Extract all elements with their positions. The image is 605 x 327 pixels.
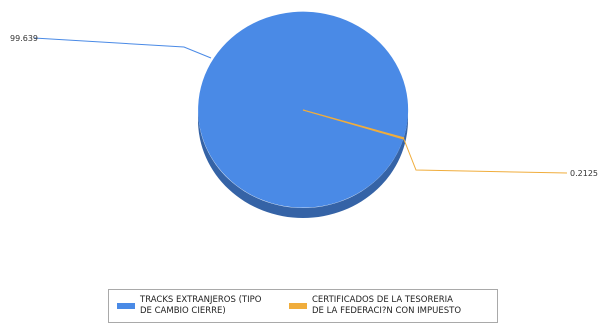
legend-label-tracks: TRACKS EXTRANJEROS (TIPO DE CAMBIO CIERR…	[140, 295, 261, 317]
leader-line-0	[34, 38, 211, 58]
pie-group	[198, 12, 408, 218]
data-label-0: 99.639	[10, 34, 38, 43]
legend-item-tracks[interactable]: TRACKS EXTRANJEROS (TIPO DE CAMBIO CIERR…	[117, 295, 289, 317]
legend: TRACKS EXTRANJEROS (TIPO DE CAMBIO CIERR…	[108, 289, 498, 323]
leader-line-1	[404, 138, 568, 173]
data-label-1: 0.2125	[570, 169, 598, 178]
pie-chart: 99.639 0.2125	[0, 0, 605, 280]
legend-swatch-cetes	[289, 303, 307, 309]
legend-swatch-tracks	[117, 303, 135, 309]
legend-label-cetes: CERTIFICADOS DE LA TESORERIA DE LA FEDER…	[312, 295, 461, 317]
legend-item-cetes[interactable]: CERTIFICADOS DE LA TESORERIA DE LA FEDER…	[289, 295, 461, 317]
